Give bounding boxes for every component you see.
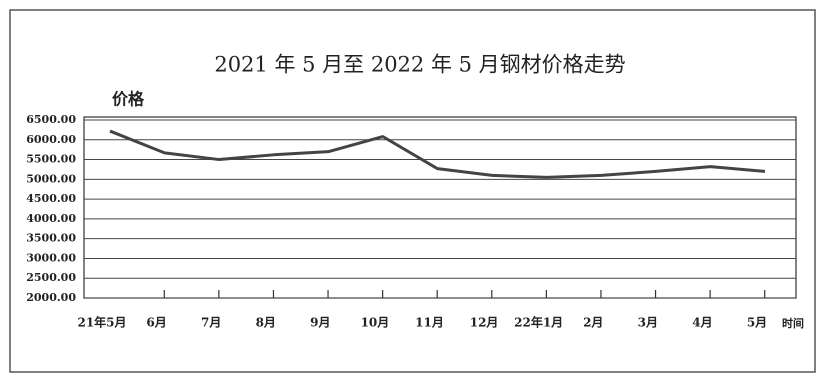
x-tick-label: 3月 (638, 316, 658, 330)
x-tick-label: 12月 (470, 316, 499, 330)
y-tick-label: 2500.00 (26, 271, 76, 284)
chart-title: 2021 年 5 月至 2022 年 5 月钢材价格走势 (214, 53, 625, 77)
y-axis-label: 价格 (112, 90, 145, 109)
y-tick-label: 5000.00 (26, 172, 76, 185)
frame (9, 9, 816, 373)
x-tick-label: 7月 (201, 316, 221, 330)
x-tick-label: 11月 (415, 316, 444, 330)
x-tick-label: 21年5月 (77, 315, 126, 330)
y-tick-label: 2000.00 (26, 291, 76, 304)
y-tick-label: 3000.00 (26, 251, 76, 264)
y-tick-label: 6500.00 (26, 113, 76, 126)
x-tick-label: 8月 (256, 316, 276, 330)
x-tick-label: 5月 (747, 316, 767, 330)
plot-area (83, 116, 797, 299)
x-tick-label: 22年1月 (514, 315, 563, 330)
y-tick-label: 4000.00 (26, 212, 76, 225)
data-line (109, 129, 766, 179)
y-tick-label: 5500.00 (26, 153, 76, 166)
x-tick-label: 4月 (692, 316, 712, 330)
x-tick-label: 2月 (583, 316, 603, 330)
y-tick-label: 6000.00 (26, 133, 76, 146)
y-tick-label: 4500.00 (26, 192, 76, 205)
x-tick-label: 9月 (310, 316, 330, 330)
x-axis-label: 时间 (782, 316, 804, 330)
x-tick-label: 10月 (361, 316, 390, 330)
y-tick-label: 3500.00 (26, 232, 76, 245)
x-tick-label: 6月 (146, 316, 166, 330)
